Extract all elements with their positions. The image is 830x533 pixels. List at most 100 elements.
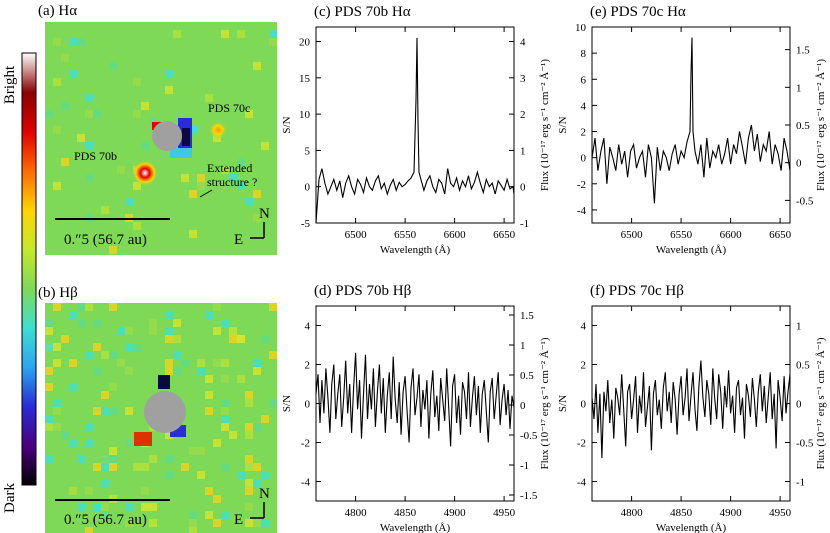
x-tick-label: 6650 <box>493 229 516 241</box>
image-pixel <box>245 455 253 463</box>
spectrum-line <box>315 37 515 224</box>
image-pixel <box>237 182 245 190</box>
image-pixel <box>133 463 141 471</box>
image-pixel <box>181 463 189 471</box>
image-pixel <box>85 94 93 102</box>
y2-tick-label: 1 <box>796 82 802 94</box>
image-pixel <box>53 343 61 351</box>
image-pixel <box>61 431 69 439</box>
image-pixel <box>53 423 61 431</box>
image-pixel <box>261 142 269 150</box>
image-pixel <box>45 110 53 118</box>
image-pixel <box>133 222 141 230</box>
east-label-b: E <box>234 512 243 528</box>
x-tick-label: 6500 <box>345 229 368 241</box>
y-tick-label: 0 <box>305 399 311 411</box>
plot-frame <box>315 26 515 224</box>
image-pixel <box>101 479 109 487</box>
image-pixel <box>237 375 245 383</box>
y-tick-label: 5 <box>305 145 311 157</box>
image-pixel <box>245 519 253 527</box>
image-pixel <box>45 367 53 375</box>
image-pixel <box>165 455 173 463</box>
image-pixel <box>109 407 117 415</box>
image-pixel <box>197 174 205 182</box>
image-pixel <box>165 359 173 367</box>
y-tick-label: -4 <box>577 205 587 217</box>
image-pixel <box>173 335 181 343</box>
y-tick-label: -2 <box>577 179 586 191</box>
image-pixel <box>213 439 221 447</box>
image-pixel <box>85 351 93 359</box>
colorbar-bottom-label: Dark <box>2 483 18 513</box>
image-pixel <box>189 519 197 527</box>
image-pixel <box>165 86 173 94</box>
image-pixel <box>189 126 197 134</box>
image-pixel <box>221 511 229 519</box>
image-pixel <box>221 415 229 423</box>
image-pixel <box>109 447 117 455</box>
image-pixel <box>245 423 253 431</box>
image-panel-hbeta: (b) Hβ 0.″5 (56.7 au) N E <box>38 285 277 533</box>
image-pixel <box>253 479 261 487</box>
image-pixel <box>69 359 77 367</box>
label-pds70c: PDS 70c <box>208 101 250 115</box>
residual-b-dark <box>158 375 170 389</box>
y-tick-label: -4 <box>577 477 587 489</box>
image-pixel <box>213 359 221 367</box>
image-pixel <box>197 447 205 455</box>
image-pixel <box>245 479 253 487</box>
panel-a-title: (a) Hα <box>38 3 77 19</box>
image-pixel <box>109 351 117 359</box>
image-pixel <box>181 174 189 182</box>
image-pixel <box>93 407 101 415</box>
image-pixel <box>253 62 261 70</box>
y-tick-label: 0 <box>581 399 587 411</box>
image-pixel <box>117 166 125 174</box>
image-pixel <box>149 503 157 511</box>
x-tick-label: 4900 <box>444 507 467 519</box>
colorbar-top-label: Bright <box>2 65 18 104</box>
east-label-a: E <box>234 232 243 248</box>
image-pixel <box>165 327 173 335</box>
y2-tick-label: 0 <box>520 182 526 194</box>
image-pixel <box>61 335 69 343</box>
image-pixel <box>77 134 85 142</box>
north-label-b: N <box>259 486 270 502</box>
image-pixel <box>221 359 229 367</box>
image-pixel <box>133 343 141 351</box>
image-pixel <box>85 110 93 118</box>
image-pixel <box>261 471 269 479</box>
image-pixel <box>173 367 181 375</box>
image-pixel <box>165 367 173 375</box>
image-pixel <box>109 62 117 70</box>
x-tick-label: 6500 <box>621 229 644 241</box>
image-pixel <box>125 407 133 415</box>
image-pixel <box>221 463 229 471</box>
image-pixel <box>53 407 61 415</box>
image-pixel <box>125 343 133 351</box>
y-tick-label: 0 <box>581 153 587 165</box>
pds70b-blob <box>132 160 158 186</box>
colorbar-gradient <box>21 52 37 486</box>
y2-axis-label: Flux (10⁻¹⁷ erg s⁻¹ cm⁻² Å⁻¹) <box>815 59 827 191</box>
image-pixel <box>269 399 277 407</box>
residual-cyan <box>170 148 192 158</box>
y-axis-label: S/N <box>281 116 293 133</box>
y2-tick-label: -1 <box>520 460 529 472</box>
plot-frame <box>591 305 791 502</box>
y2-tick-label: -0.5 <box>796 438 814 450</box>
image-pixel <box>253 190 261 198</box>
y-tick-label: 8 <box>581 48 587 60</box>
image-pixel <box>181 359 189 367</box>
image-pixel <box>45 343 53 351</box>
image-pixel <box>77 503 85 511</box>
image-pixel <box>45 383 53 391</box>
image-pixel <box>101 351 109 359</box>
coronagraph-mask-a <box>152 121 182 151</box>
image-pixel <box>197 359 205 367</box>
y-tick-label: 2 <box>305 360 311 372</box>
spectrum-title: (e) PDS 70c Hα <box>590 4 686 20</box>
spectrum-panel: (e) PDS 70c Hα 6500 6550 6600 6650 -4 -2 0 2 4 6 8 1… <box>557 4 827 256</box>
